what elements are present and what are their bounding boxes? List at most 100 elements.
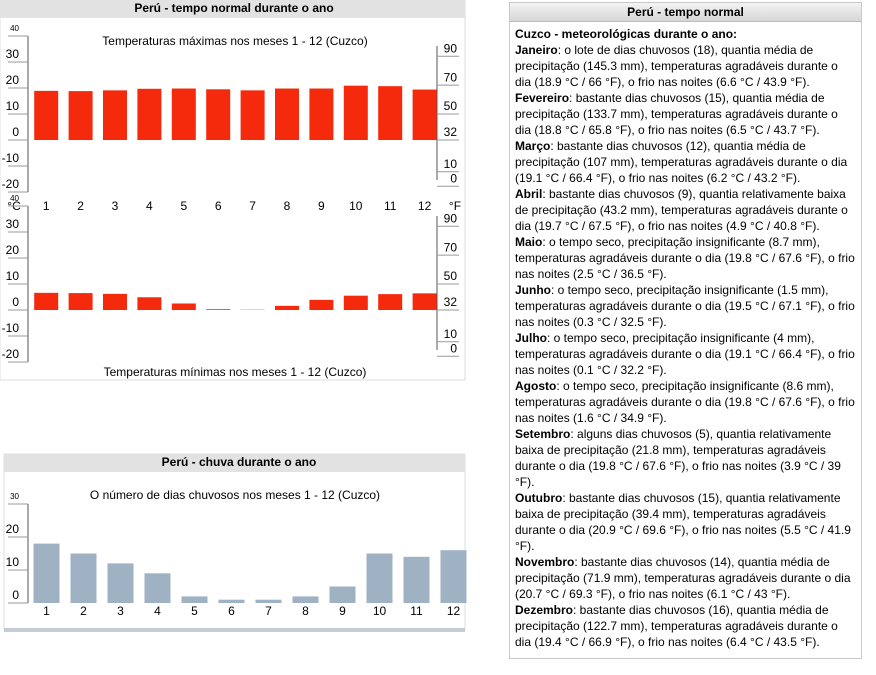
month-name: Julho (515, 331, 547, 345)
temp-header: Perú - tempo normal durante o ano (134, 1, 333, 15)
month-text: : o tempo seco, precipitação insignifica… (515, 283, 855, 329)
month-name: Setembro (515, 427, 571, 441)
bar (309, 299, 334, 310)
y-tick-label: 10 (6, 99, 20, 113)
x-tick-label: 4 (146, 199, 153, 213)
month-entry: Agosto: o tempo seco, precipitação insig… (515, 378, 857, 426)
y-tick-label: -20 (2, 347, 20, 361)
month-name: Dezembro (515, 603, 574, 617)
x-tick-label: 3 (112, 199, 119, 213)
y-tick-label: 20 (6, 243, 20, 257)
y2-tick-label: 70 (444, 240, 458, 254)
x-tick-label: 6 (215, 199, 222, 213)
x-tick-label: 12 (418, 199, 432, 213)
bar (181, 596, 208, 603)
y2-unit-label: °F (449, 199, 461, 213)
bar (34, 90, 59, 140)
bar (329, 586, 356, 603)
month-entry: Fevereiro: bastante dias chuvosos (15), … (515, 90, 857, 138)
y-tick-label: 10 (6, 555, 20, 569)
y-tick-label: -10 (2, 321, 20, 335)
bar (403, 556, 430, 603)
bar (103, 90, 127, 140)
bar (275, 305, 299, 310)
x-tick-label: 11 (384, 199, 397, 213)
month-text: : alguns dias chuvosos (5), quantia rela… (515, 427, 841, 489)
x-tick-label: 2 (77, 199, 84, 213)
month-text: : o lote de dias chuvosos (18), quantia … (515, 43, 838, 89)
bar (171, 88, 196, 140)
charts: Perú - tempo normal durante o ano Perú -… (0, 0, 467, 632)
x-tick-label: 5 (180, 199, 187, 213)
bar (68, 293, 93, 310)
month-name: Outubro (515, 491, 563, 505)
bar (68, 91, 93, 140)
bar (292, 596, 319, 603)
bar (343, 295, 368, 310)
month-name: Maio (515, 235, 543, 249)
month-entry: Maio: o tempo seco, precipitação insigni… (515, 234, 857, 282)
y2-tick-label: 10 (444, 327, 458, 341)
y-tick-label: 0 (12, 588, 19, 602)
month-text: : bastante dias chuvosos (16), quantia m… (515, 603, 838, 649)
bar (366, 553, 393, 603)
y2-tick-label: 70 (444, 70, 458, 84)
month-name: Junho (515, 283, 551, 297)
y-tick-label: -20 (2, 177, 20, 191)
month-text: : bastante dias chuvosos (15), quantia r… (515, 491, 851, 553)
bar (440, 550, 467, 603)
month-text: : bastante dias chuvosos (9), quantia re… (515, 187, 848, 233)
x-tick-label: 5 (191, 604, 198, 618)
bar (137, 88, 162, 140)
chart-title: Temperaturas máximas nos meses 1 - 12 (C… (102, 34, 367, 48)
bar (33, 543, 60, 603)
bar (343, 85, 368, 140)
month-text: : o tempo seco, precipitação insignifica… (515, 235, 855, 281)
x-tick-label: 10 (349, 199, 363, 213)
y-tick-label: 30 (10, 492, 19, 501)
climate-panel: Perú - tempo normal Cuzco - meteorológic… (509, 2, 862, 659)
x-tick-label: 1 (43, 199, 50, 213)
y-tick-label: -10 (2, 151, 20, 165)
y-tick-label: 0 (12, 125, 19, 139)
month-name: Agosto (515, 379, 557, 393)
bar (34, 292, 59, 310)
month-text: : o tempo seco, precipitação insignifica… (515, 379, 855, 425)
bar (240, 90, 265, 140)
bar (378, 294, 403, 310)
month-name: Abril (515, 187, 543, 201)
month-entry: Março: bastante dias chuvosos (12), quan… (515, 138, 857, 186)
y-tick-label: 0 (12, 295, 19, 309)
bar (206, 309, 231, 310)
bar (255, 599, 282, 603)
temp-header-bar (0, 0, 465, 18)
x-tick-label: 7 (249, 199, 256, 213)
y2-tick-label: 0 (450, 341, 457, 355)
chart-title: Temperaturas mínimas nos meses 1 - 12 (C… (104, 365, 367, 379)
month-name: Janeiro (515, 43, 558, 57)
month-text: : o tempo seco, precipitação insignifica… (515, 331, 855, 377)
bar (206, 89, 231, 140)
month-entry: Dezembro: bastante dias chuvosos (16), q… (515, 602, 857, 650)
x-tick-label: 7 (265, 604, 272, 618)
rain-header-bar (4, 454, 465, 472)
x-tick-label: 8 (302, 604, 309, 618)
x-tick-label: 10 (373, 604, 387, 618)
bar (275, 88, 299, 140)
y2-tick-label: 32 (444, 295, 458, 309)
y2-tick-label: 90 (444, 41, 458, 55)
month-entry: Janeiro: o lote de dias chuvosos (18), q… (515, 42, 857, 90)
month-name: Março (515, 139, 551, 153)
month-text: : bastante dias chuvosos (14), quantia m… (515, 555, 851, 601)
month-entry: Julho: o tempo seco, precipitação insign… (515, 330, 857, 378)
x-tick-label: 12 (447, 604, 461, 618)
temp-panel (0, 0, 466, 381)
bar (378, 86, 403, 140)
month-name: Fevereiro (515, 91, 570, 105)
bar (70, 553, 97, 603)
y2-tick-label: 50 (444, 99, 458, 113)
bar (309, 88, 334, 140)
y2-tick-label: 50 (444, 269, 458, 283)
bar (218, 599, 245, 603)
